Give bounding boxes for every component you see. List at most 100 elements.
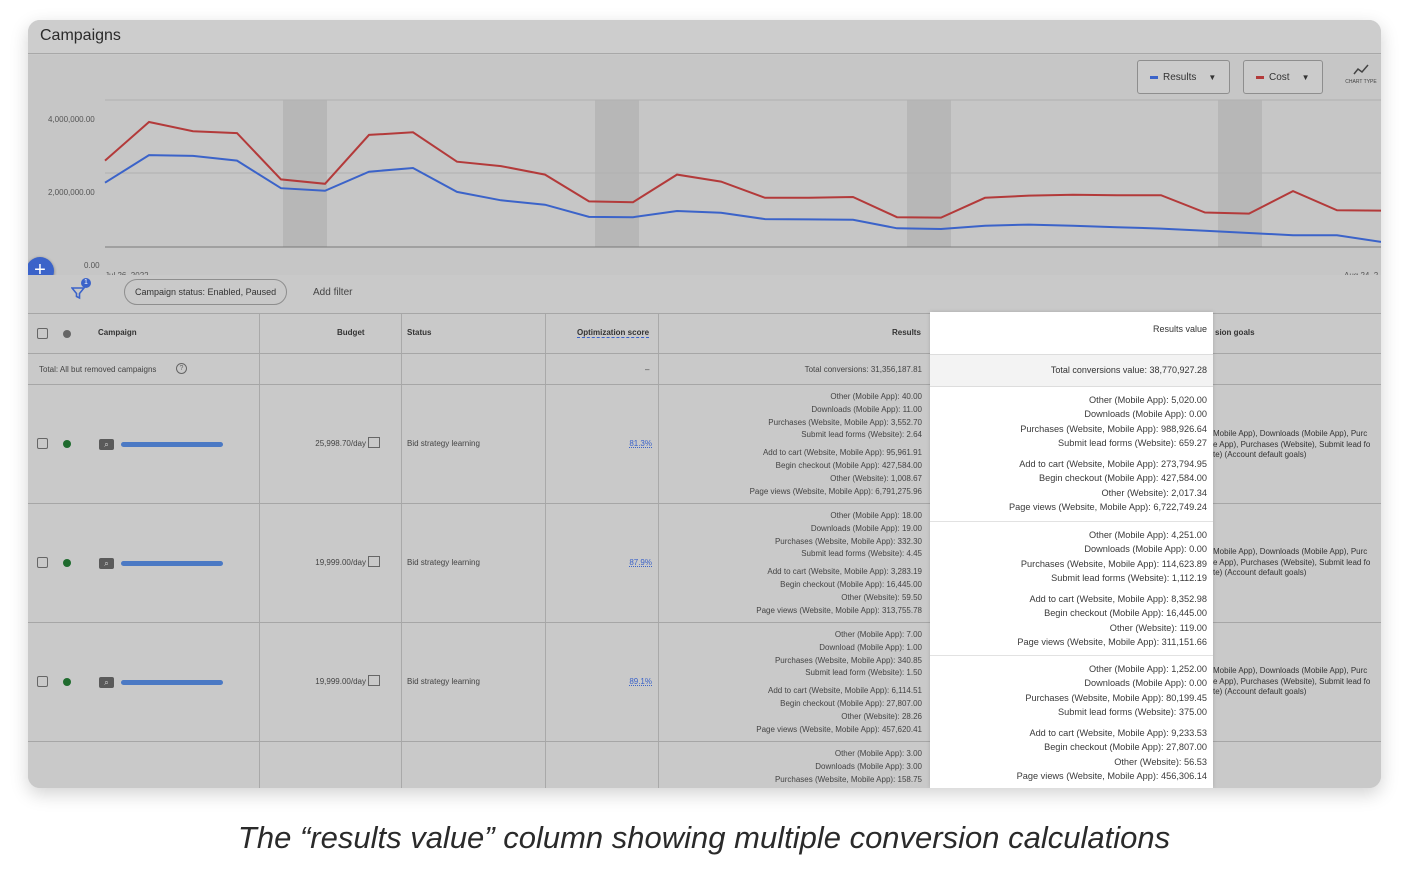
cost-metric-dropdown[interactable]: Cost ▼ <box>1243 60 1323 94</box>
campaign-name-redacted[interactable] <box>121 680 223 685</box>
status-header-dot <box>63 330 71 338</box>
add-filter-button[interactable]: Add filter <box>313 287 353 298</box>
results-line: Page views (Website, Mobile App): 6,791,… <box>749 486 922 496</box>
results-column-header[interactable]: Results <box>892 328 921 337</box>
campaign-name-redacted[interactable] <box>121 442 223 447</box>
results-line: Add to cart (Website, Mobile App): 95,96… <box>762 448 922 458</box>
help-icon[interactable]: ? <box>176 363 187 374</box>
value-line: Begin checkout (Mobile App): 16,445.00 <box>1044 608 1207 619</box>
campaign-status-filter-chip[interactable]: Campaign status: Enabled, Paused <box>124 279 288 305</box>
results-value-cell: Other (Mobile App): 1,252.00 Downloads (… <box>930 656 1213 788</box>
results-line: Add to cart (Website, Mobile App): 3,283… <box>767 567 922 577</box>
enabled-status-dot <box>63 678 71 686</box>
campaign-name-redacted[interactable] <box>121 561 223 566</box>
conversion-goals-column-header[interactable]: sion goals <box>1215 328 1255 337</box>
budget-chart-icon[interactable] <box>368 437 380 448</box>
column-divider <box>658 313 659 788</box>
enabled-status-dot <box>63 559 71 567</box>
optimization-score-column-header[interactable]: Optimization score <box>577 328 650 338</box>
value-line: Begin checkout (Mobile App): 27,807.00 <box>1044 742 1207 753</box>
results-line: Other (Mobile App): 7.00 <box>834 630 922 639</box>
conversion-goals-text: Mobile App), Downloads (Mobile App), Pur… <box>1213 547 1381 579</box>
budget-chart-icon[interactable] <box>368 675 380 686</box>
results-line: Submit lead form (Website): 1.50 <box>805 668 922 678</box>
results-line: Other (Website): 59.50 <box>841 592 922 602</box>
table-row[interactable]: Other (Mobile App): 3.00 Downloads (Mobi… <box>28 742 1381 788</box>
results-breakdown: Other (Mobile App): 40.00 Downloads (Mob… <box>750 391 922 498</box>
budget-column-header[interactable]: Budget <box>337 328 365 337</box>
goals-line: e App), Purchases (Website), Submit lead… <box>1213 439 1371 449</box>
value-line: Add to cart (Website, Mobile App): 9,233… <box>1029 728 1207 739</box>
results-line: Purchases (Website, Mobile App): 158.75 <box>774 774 922 784</box>
results-line: Page views (Website, Mobile App): 457,62… <box>756 724 922 734</box>
value-line: Other (Website): 56.53 <box>1114 756 1207 767</box>
goals-line: Mobile App), Downloads (Mobile App), Pur… <box>1213 547 1368 556</box>
value-line: Add to cart (Website, Mobile App): 8,352… <box>1029 594 1207 605</box>
column-divider <box>401 313 402 788</box>
results-line: Begin checkout (Mobile App): 427,584.00 <box>775 460 922 470</box>
value-line: Purchases (Website, Mobile App): 988,926… <box>1020 423 1207 434</box>
value-line: Page views (Website, Mobile App): 6,722,… <box>1009 502 1207 513</box>
value-line: Add to cart (Website, Mobile App): 273,7… <box>1019 459 1207 470</box>
value-line: Other (Website): 119.00 <box>1109 622 1207 633</box>
select-all-checkbox[interactable] <box>37 328 48 339</box>
table-row[interactable]: ⌕ 19,999.00/day Bid strategy learning 89… <box>28 623 1381 742</box>
results-line: Other (Mobile App): 18.00 <box>830 511 922 520</box>
search-campaign-icon: ⌕ <box>99 558 114 569</box>
total-row: Total: All but removed campaigns ? – Tot… <box>28 354 1381 385</box>
value-line: Page views (Website, Mobile App): 311,15… <box>1017 637 1207 648</box>
goals-line: Mobile App), Downloads (Mobile App), Pur… <box>1213 666 1368 675</box>
total-label: Total: All but removed campaigns <box>39 365 157 374</box>
value-spacer <box>1017 719 1207 726</box>
table-row[interactable]: ⌕ 19,999.00/day Bid strategy learning 87… <box>28 504 1381 623</box>
results-line: Submit lead forms (Website): 2.64 <box>801 430 922 440</box>
page-title: Campaigns <box>40 27 121 44</box>
results-line: Downloads (Mobile App): 11.00 <box>811 404 922 414</box>
table-header-row: Campaign Budget Status Optimization scor… <box>28 313 1381 354</box>
value-line: Downloads (Mobile App): 0.00 <box>1084 678 1207 689</box>
conversion-goals-text: Mobile App), Downloads (Mobile App), Pur… <box>1213 429 1381 461</box>
column-divider <box>545 313 546 788</box>
budget-value: 19,999.00/day <box>315 558 366 567</box>
filter-icon <box>70 287 86 300</box>
cost-legend-label: Cost <box>1269 71 1290 83</box>
table-row[interactable]: ⌕ 25,998.70/day Bid strategy learning 81… <box>28 385 1381 504</box>
status-column-header[interactable]: Status <box>407 328 432 337</box>
budget-value: 19,999.00/day <box>315 677 366 686</box>
goals-line: e App), Purchases (Website), Submit lead… <box>1213 557 1371 567</box>
chart-type-button[interactable]: CHART TYPE <box>1341 63 1381 85</box>
campaigns-window: Campaigns Results ▼ Cost ▼ CHART TYPE 4,… <box>28 20 1381 788</box>
optimization-score-link[interactable]: 81.3% <box>629 439 652 448</box>
row-checkbox[interactable] <box>37 676 48 687</box>
campaign-column-header[interactable]: Campaign <box>98 328 137 337</box>
results-line: Submit lead forms (Website): 4.45 <box>801 549 922 559</box>
budget-chart-icon[interactable] <box>368 556 380 567</box>
results-legend-label: Results <box>1163 71 1197 83</box>
results-value-breakdown: Other (Mobile App): 1,252.00 Downloads (… <box>1017 662 1207 783</box>
results-line: Add to cart (Website, Mobile App): 6,114… <box>767 686 922 696</box>
results-value-column-header[interactable]: Results value <box>1152 324 1207 334</box>
status-text: Bid strategy learning <box>407 558 480 567</box>
value-line: Submit lead forms (Website): 1,112.19 <box>1051 572 1207 583</box>
filter-button[interactable] <box>70 286 86 305</box>
results-metric-dropdown[interactable]: Results ▼ <box>1137 60 1230 94</box>
cost-swatch <box>1256 75 1264 79</box>
results-value-cell: Other (Mobile App): 4,251.00 Downloads (… <box>930 522 1213 656</box>
value-line: Downloads (Mobile App): 0.00 <box>1084 544 1207 555</box>
results-value-cell: Other (Mobile App): 5,020.00 Downloads (… <box>930 387 1213 522</box>
image-caption: The “results value” column showing multi… <box>237 820 1171 855</box>
row-checkbox[interactable] <box>37 557 48 568</box>
status-text: Bid strategy learning <box>407 677 480 686</box>
optimization-score-link[interactable]: 87.9% <box>629 558 652 567</box>
results-line: Purchases (Website, Mobile App): 340.85 <box>774 655 922 665</box>
results-series-line <box>104 154 1381 243</box>
chevron-down-icon: ▼ <box>1208 72 1217 82</box>
value-spacer <box>1009 450 1207 457</box>
optimization-score-link[interactable]: 89.1% <box>629 677 652 686</box>
results-line: Page views (Website, Mobile App): 313,75… <box>756 605 922 615</box>
row-checkbox[interactable] <box>37 438 48 449</box>
search-campaign-icon: ⌕ <box>99 677 114 688</box>
results-line: Other (Website): 28.26 <box>841 711 922 721</box>
goals-line: te) (Account default goals) <box>1213 450 1307 459</box>
results-breakdown: Other (Mobile App): 3.00 Downloads (Mobi… <box>775 748 922 786</box>
